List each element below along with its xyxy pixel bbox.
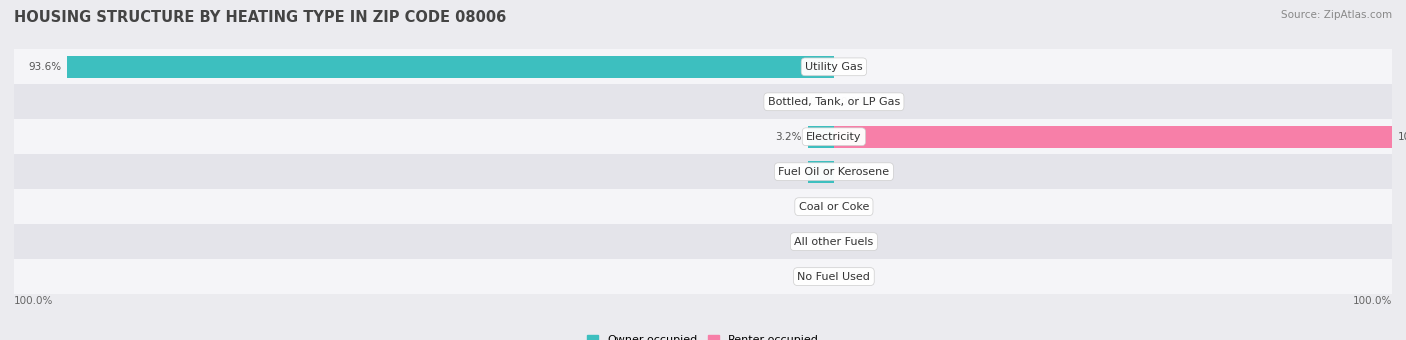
Text: 100.0%: 100.0% — [14, 296, 53, 306]
Text: 0.0%: 0.0% — [841, 167, 868, 177]
Text: No Fuel Used: No Fuel Used — [797, 272, 870, 282]
Text: 0.0%: 0.0% — [801, 202, 827, 212]
Text: 0.0%: 0.0% — [841, 62, 868, 72]
Text: 0.0%: 0.0% — [801, 237, 827, 246]
Text: All other Fuels: All other Fuels — [794, 237, 873, 246]
Text: 0.0%: 0.0% — [841, 237, 868, 246]
Text: 100.0%: 100.0% — [1353, 296, 1392, 306]
Text: 100.0%: 100.0% — [1398, 132, 1406, 142]
Bar — [66, 56, 834, 78]
Text: 0.0%: 0.0% — [801, 97, 827, 107]
Text: 3.2%: 3.2% — [776, 167, 803, 177]
Legend: Owner-occupied, Renter-occupied: Owner-occupied, Renter-occupied — [586, 335, 820, 340]
Text: 0.0%: 0.0% — [841, 272, 868, 282]
Text: 0.0%: 0.0% — [841, 97, 868, 107]
Text: Bottled, Tank, or LP Gas: Bottled, Tank, or LP Gas — [768, 97, 900, 107]
Bar — [14, 259, 1392, 294]
Bar — [14, 224, 1392, 259]
Text: Utility Gas: Utility Gas — [806, 62, 863, 72]
Text: Fuel Oil or Kerosene: Fuel Oil or Kerosene — [779, 167, 890, 177]
Bar — [14, 189, 1392, 224]
Text: 3.2%: 3.2% — [776, 132, 803, 142]
Bar — [807, 161, 834, 183]
Text: 0.0%: 0.0% — [801, 272, 827, 282]
Text: Source: ZipAtlas.com: Source: ZipAtlas.com — [1281, 10, 1392, 20]
Bar — [14, 154, 1392, 189]
Text: 93.6%: 93.6% — [28, 62, 60, 72]
Bar — [14, 119, 1392, 154]
Bar — [14, 84, 1392, 119]
Text: HOUSING STRUCTURE BY HEATING TYPE IN ZIP CODE 08006: HOUSING STRUCTURE BY HEATING TYPE IN ZIP… — [14, 10, 506, 25]
Bar — [14, 49, 1392, 84]
Text: 0.0%: 0.0% — [841, 202, 868, 212]
Bar — [834, 126, 1392, 148]
Text: Electricity: Electricity — [806, 132, 862, 142]
Text: Coal or Coke: Coal or Coke — [799, 202, 869, 212]
Bar — [807, 126, 834, 148]
